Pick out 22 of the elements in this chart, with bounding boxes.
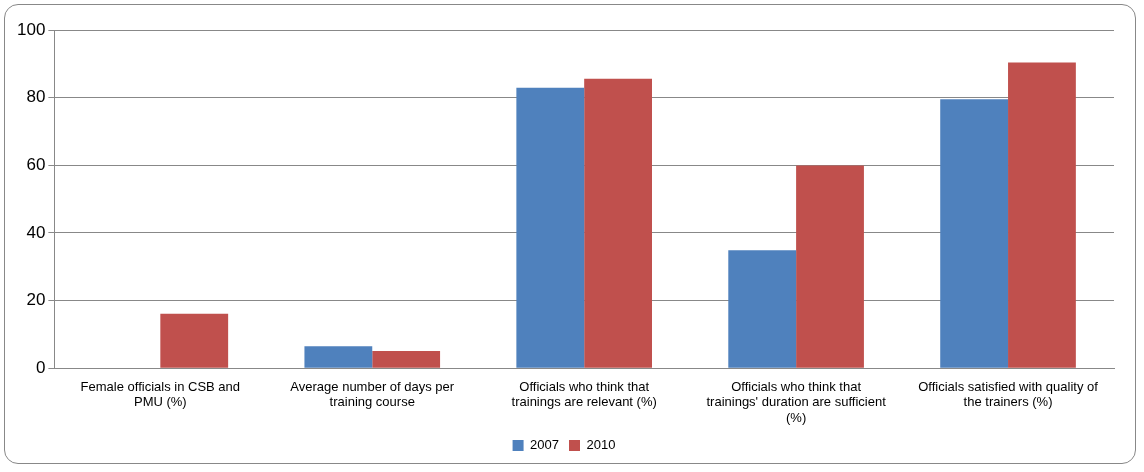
legend-label: 2010 [586,437,616,453]
x-tick-label: Average number of days per training course [290,378,455,410]
bar [940,99,1009,368]
y-tick-label: 60 [26,154,46,174]
x-tick-label: Female officials in CSB and PMU (%) [80,378,241,410]
bar [1008,62,1076,368]
y-tick-label: 0 [35,357,46,377]
x-tick-label: Officials who think that trainings' duration are sufficient (%) [706,378,887,425]
bar [304,346,373,368]
bar [584,78,652,368]
legend-label: 2007 [530,437,559,453]
bar [796,165,864,368]
bar [728,250,797,368]
y-tick-label: 80 [26,87,46,107]
y-tick-label: 100 [16,19,46,39]
y-tick-label: 20 [26,290,46,310]
bar [160,313,229,368]
x-tick-label: Officials satisfied with quality of the trainers (%) [918,378,1099,410]
bar [516,87,585,368]
y-tick-label: 40 [26,222,46,242]
x-tick-label: Officials who think that trainings are relevant (%) [511,378,657,410]
bar [372,350,441,368]
